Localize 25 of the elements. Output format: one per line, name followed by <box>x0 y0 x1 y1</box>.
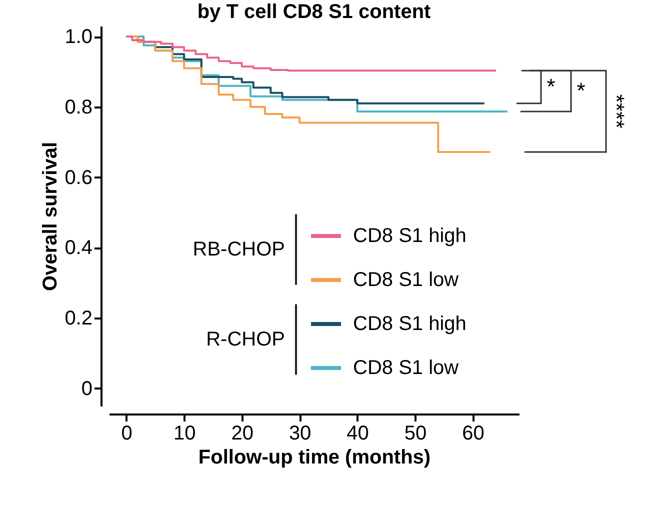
text: * <box>576 78 586 104</box>
x-axis-title: Follow-up time (months) <box>198 446 431 468</box>
y-tick-label: 0.2 <box>64 308 92 330</box>
y-tick-label: 0.8 <box>64 96 92 118</box>
legend-label: CD8 S1 low <box>353 269 460 291</box>
x-tick-label: 30 <box>288 422 312 444</box>
chart-title: by T cell CD8 S1 content <box>197 1 432 23</box>
text: * <box>546 74 556 100</box>
y-axis-title: Overall survival <box>40 142 62 291</box>
y-tick-label: 0 <box>81 378 92 400</box>
y-tick-label: 0.6 <box>64 166 92 189</box>
y-tick-label: 1.0 <box>64 26 92 48</box>
x-tick-label: 20 <box>231 422 254 444</box>
legend-label: CD8 S1 low <box>353 357 460 379</box>
x-tick-label: 50 <box>404 422 427 444</box>
text: **** <box>604 94 629 129</box>
x-tick-label: 60 <box>462 422 484 444</box>
x-tick-label: 40 <box>346 422 369 444</box>
annotation: R-CHOP <box>206 328 285 350</box>
legend-label: CD8 S1 high <box>353 225 466 247</box>
x-tick-label: 0 <box>121 422 132 444</box>
y-tick-label: 0.4 <box>64 237 92 260</box>
annotation: RB-CHOP <box>192 238 285 260</box>
x-tick-label: 10 <box>173 422 196 444</box>
legend-label: CD8 S1 high <box>353 313 466 335</box>
